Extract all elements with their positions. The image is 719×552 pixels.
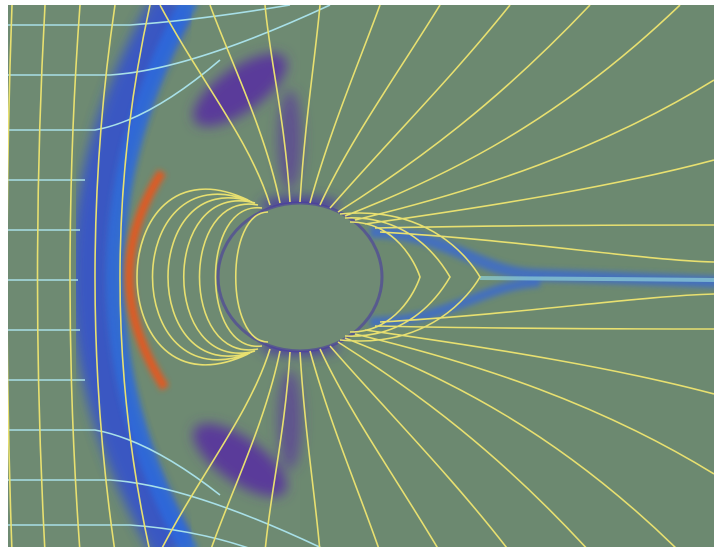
tail-core [480, 278, 719, 280]
lobe [278, 90, 302, 190]
simulation-image [0, 0, 719, 552]
panel [7, 0, 719, 552]
lobe [278, 370, 302, 470]
page: (() => { const data = JSON.parse(documen… [0, 0, 719, 552]
